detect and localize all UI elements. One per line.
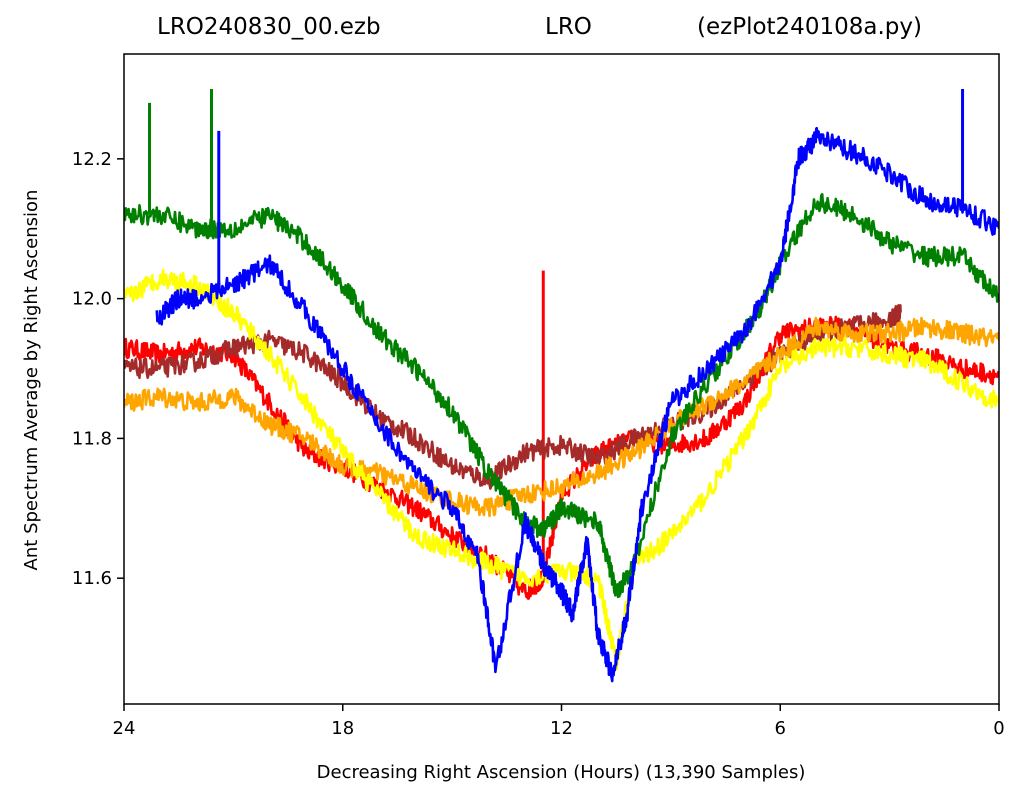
y-tick-label: 12.0 [72, 289, 112, 310]
x-tick-label: 24 [113, 718, 136, 739]
x-axis-label: Decreasing Right Ascension (Hours) (13,3… [317, 762, 806, 783]
x-tick-label: 18 [331, 718, 354, 739]
y-tick-label: 11.6 [72, 568, 112, 589]
y-axis-label: Ant Spectrum Average by Right Ascension [21, 190, 42, 571]
x-tick-label: 12 [550, 718, 573, 739]
x-tick-label: 6 [775, 718, 786, 739]
chart-title-station: LRO [545, 14, 592, 40]
series-line-6 [155, 126, 999, 683]
y-tick-label: 11.8 [72, 428, 112, 449]
y-tick-label: 12.2 [72, 149, 112, 170]
x-tick-label: 0 [993, 718, 1004, 739]
chart-title-script: (ezPlot240108a.py) [697, 14, 922, 40]
series-line-1 [124, 315, 999, 600]
chart-title-filename: LRO240830_00.ezb [157, 14, 381, 40]
series-line-5 [124, 193, 999, 599]
series-line-3 [124, 316, 999, 518]
